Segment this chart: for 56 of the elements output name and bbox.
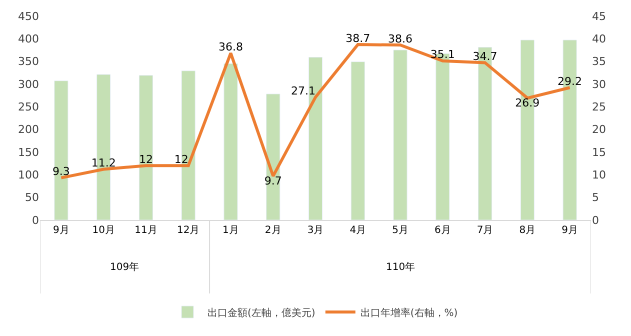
y2-tick-label: 15 xyxy=(592,146,606,159)
y-tick-label: 100 xyxy=(18,168,39,182)
x-tick-label: 1月 xyxy=(222,225,239,236)
y-tick-label: 450 xyxy=(18,10,39,23)
bar xyxy=(266,94,280,220)
data-label: 38.7 xyxy=(346,32,370,45)
bar xyxy=(350,62,365,220)
data-label: 12 xyxy=(138,152,153,166)
bar xyxy=(138,75,153,220)
y-tick-label: 250 xyxy=(18,100,39,114)
x-tick-label: 12月 xyxy=(176,225,200,236)
x-tick-label: 7月 xyxy=(476,225,494,236)
y-tick-label: 150 xyxy=(18,146,39,159)
data-label: 27.1 xyxy=(291,84,316,98)
bar xyxy=(224,63,238,220)
data-label: 36.8 xyxy=(218,40,243,54)
text: 110年 xyxy=(386,261,416,273)
x-tick-label: 6月 xyxy=(434,225,451,236)
y-tick-label: 200 xyxy=(18,123,39,136)
data-label: 11.2 xyxy=(91,156,116,170)
data-label: 35.1 xyxy=(430,48,455,62)
x-tick-label: 9月 xyxy=(53,225,70,236)
data-label: 9.7 xyxy=(264,174,282,188)
legend-label: 出口金額(左軸，億美元) xyxy=(208,306,316,319)
legend-label: 出口年增率(右軸，%) xyxy=(360,306,458,319)
x-tick-label: 3月 xyxy=(307,225,324,236)
y2-tick-label: 25 xyxy=(592,100,606,114)
data-label: 12 xyxy=(174,152,188,166)
x-tick-label: 9月 xyxy=(562,225,578,236)
data-label: 29.2 xyxy=(558,74,582,88)
text: 109年 xyxy=(110,261,140,273)
y2-tick-label: 40 xyxy=(592,32,606,46)
data-label: 38.6 xyxy=(388,32,413,46)
x-tick-label: 2月 xyxy=(264,225,282,236)
y2-tick-label: 10 xyxy=(592,168,606,182)
data-label: 26.9 xyxy=(515,96,540,110)
y-tick-label: 50 xyxy=(25,191,39,204)
y2-tick-label: 5 xyxy=(592,191,599,204)
data-label: 9.3 xyxy=(52,165,70,178)
bar xyxy=(54,80,68,220)
x-tick-label: 8月 xyxy=(519,225,536,236)
y2-tick-label: 45 xyxy=(592,10,606,23)
y2-tick-label: 35 xyxy=(592,55,606,68)
x-tick-label: 5月 xyxy=(392,225,408,236)
data-label: 34.7 xyxy=(472,50,498,63)
y2-tick-label: 20 xyxy=(592,123,606,136)
bar xyxy=(393,50,408,220)
y-tick-label: 400 xyxy=(18,32,39,46)
y-tick-label: 0 xyxy=(32,214,39,227)
y-tick-label: 350 xyxy=(18,55,39,68)
x-tick-label: 11月 xyxy=(134,225,158,236)
y-tick-label: 300 xyxy=(18,78,39,91)
x-tick-label: 10月 xyxy=(92,225,115,236)
y2-tick-label: 30 xyxy=(592,78,606,91)
y2-tick-label: 0 xyxy=(592,214,599,227)
x-tick-label: 4月 xyxy=(350,225,366,236)
